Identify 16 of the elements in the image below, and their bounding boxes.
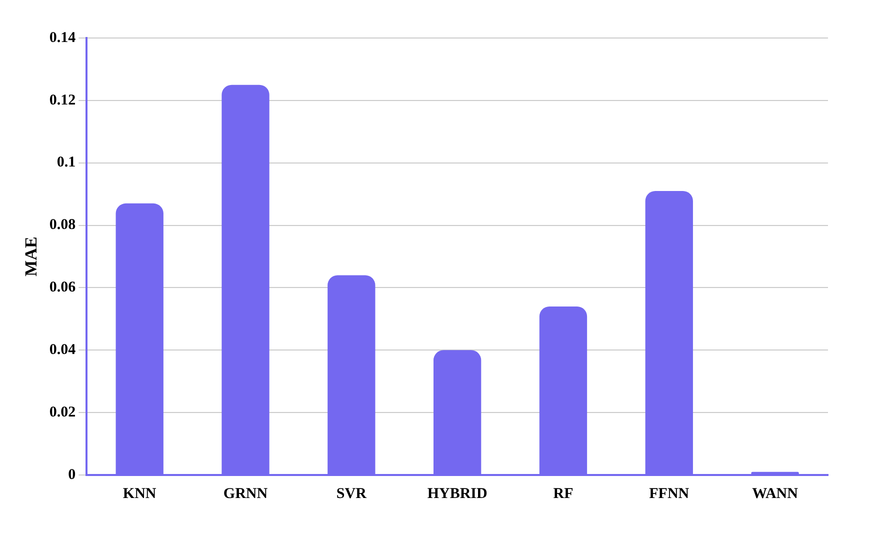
x-tick-label: SVR: [336, 486, 367, 502]
x-tick-label: KNN: [122, 486, 156, 502]
y-tick-label: 0.08: [49, 217, 76, 234]
y-tick-label: 0.14: [49, 30, 76, 46]
y-tick-label: 0.12: [49, 92, 76, 108]
x-tick-label: WANN: [752, 486, 798, 502]
y-tick-label: 0: [68, 466, 76, 483]
y-tick-label: 0.1: [56, 154, 76, 171]
x-tick-label: HYBRID: [427, 486, 488, 502]
y-tick-label: 0.02: [49, 404, 76, 420]
x-tick-label: FFNN: [649, 486, 690, 502]
x-tick-label: RF: [553, 486, 574, 502]
x-tick-label: GRNN: [223, 486, 268, 502]
y-tick-label: 0.04: [49, 342, 76, 358]
y-tick-label: 0.06: [49, 280, 76, 296]
y-axis-title: MAE: [22, 236, 41, 276]
